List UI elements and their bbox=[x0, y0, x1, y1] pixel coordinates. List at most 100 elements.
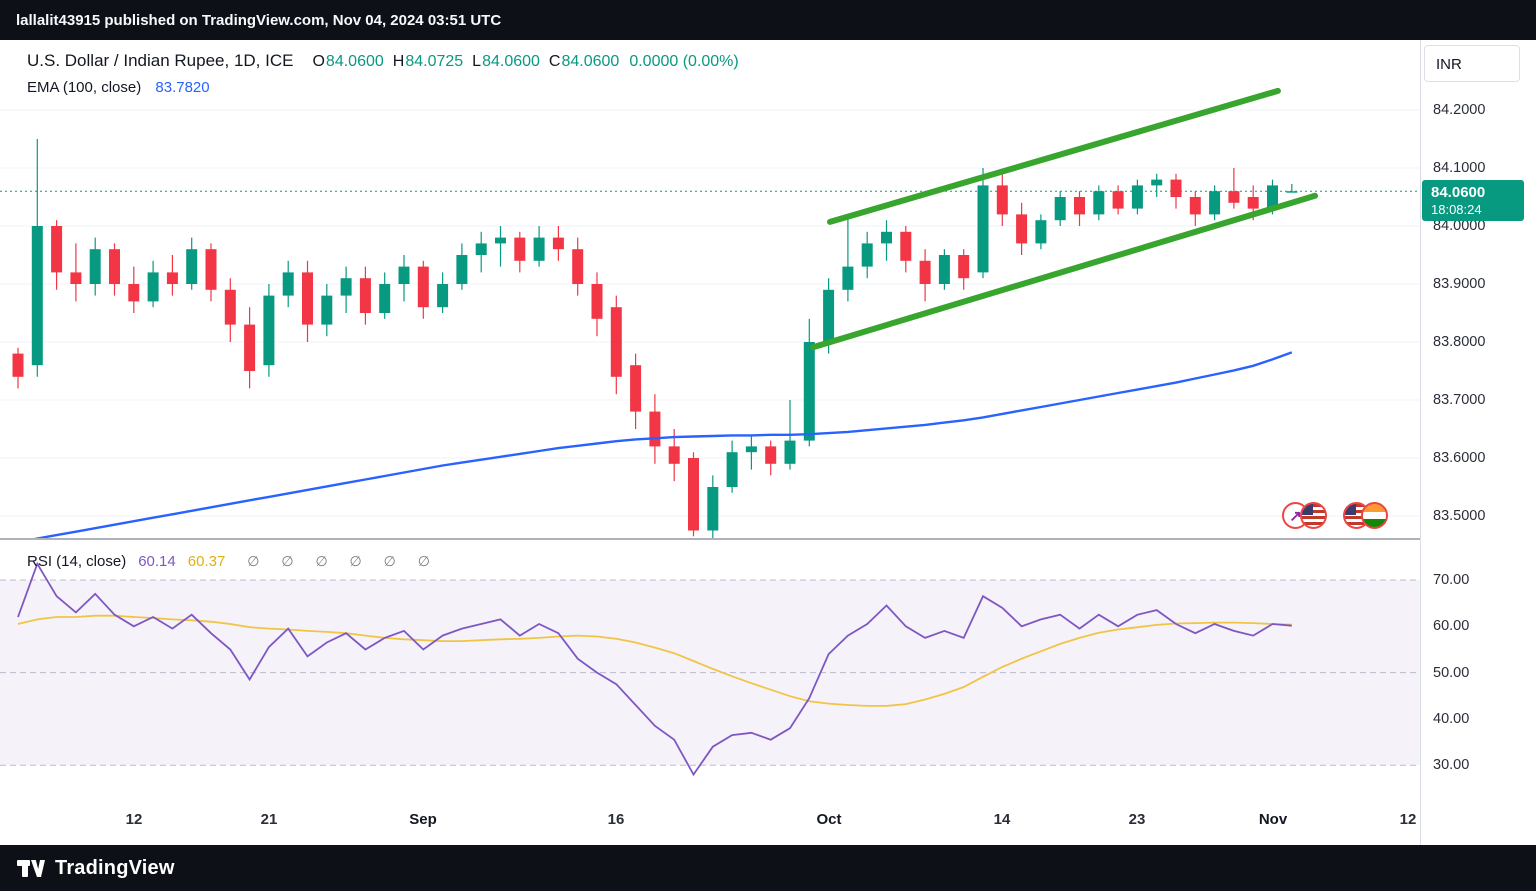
time-axis-label: 12 bbox=[1399, 811, 1417, 828]
rsi-legend-row: RSI (14, close) 60.14 60.37 ∅ ∅ ∅ ∅ ∅ ∅ bbox=[27, 553, 439, 570]
candle bbox=[996, 173, 1008, 226]
candle bbox=[707, 475, 719, 540]
currency-button[interactable]: INR bbox=[1424, 45, 1520, 82]
candle bbox=[89, 237, 101, 296]
low-label: L bbox=[472, 53, 482, 70]
symbol-header: U.S. Dollar / Indian Rupee, 1D, ICE O 84… bbox=[27, 51, 739, 96]
candle bbox=[1228, 168, 1240, 209]
candle bbox=[1170, 173, 1182, 209]
price-scale-axis[interactable]: INR 84.2000 84.1000 84.0000 83.9000 83.8000 8… bbox=[1420, 40, 1536, 845]
candle bbox=[861, 231, 873, 279]
tradingview-brand-text[interactable]: TradingView bbox=[55, 856, 175, 879]
candle bbox=[205, 243, 217, 302]
candle bbox=[977, 168, 989, 279]
pane-separator[interactable] bbox=[0, 538, 1536, 540]
ema-legend-label[interactable]: EMA (100, close) bbox=[27, 79, 142, 96]
tradingview-logo-icon[interactable] bbox=[16, 853, 46, 883]
price-scale-label: 84.0000 bbox=[1433, 218, 1486, 234]
rsi-ma-line[interactable] bbox=[17, 614, 1292, 707]
time-axis-label: Nov bbox=[1258, 811, 1288, 828]
candle bbox=[31, 139, 43, 377]
candle bbox=[1093, 185, 1105, 221]
time-axis-label: 12 bbox=[125, 811, 143, 828]
attribution-text: lallalit43915 published on TradingView.c… bbox=[16, 11, 502, 29]
candle bbox=[263, 284, 275, 377]
candle bbox=[1189, 191, 1201, 226]
candle bbox=[379, 272, 391, 319]
rsi-pane-chart[interactable] bbox=[0, 540, 1420, 800]
channel-upper-line[interactable] bbox=[827, 87, 1281, 225]
candle bbox=[688, 452, 699, 537]
candle bbox=[12, 347, 24, 389]
time-axis[interactable]: 12 21 Sep 16 Oct 14 23 Nov 12 bbox=[0, 800, 1420, 845]
candle bbox=[1209, 185, 1221, 221]
candle bbox=[649, 394, 661, 464]
candle bbox=[1074, 191, 1085, 226]
candle bbox=[745, 434, 757, 470]
time-axis-label: 21 bbox=[260, 811, 278, 828]
rsi-ma-value: 60.37 bbox=[187, 553, 226, 570]
candle bbox=[1016, 202, 1028, 255]
candle bbox=[109, 243, 120, 296]
close-value: 84.0600 bbox=[561, 53, 620, 70]
candle bbox=[881, 220, 892, 261]
candle bbox=[302, 260, 313, 342]
symbol-title[interactable]: U.S. Dollar / Indian Rupee, 1D, ICE bbox=[27, 51, 294, 70]
price-scale-label: 84.1000 bbox=[1433, 160, 1486, 176]
open-label: O bbox=[312, 53, 325, 70]
candle bbox=[591, 272, 603, 337]
price-pane-chart[interactable] bbox=[0, 40, 1420, 540]
symbol-logo-bolt-us: ↗ bbox=[1282, 502, 1327, 529]
price-scale-label: 83.9000 bbox=[1433, 276, 1486, 292]
price-scale-label: 84.2000 bbox=[1433, 102, 1486, 118]
price-scale-label: 83.8000 bbox=[1433, 334, 1486, 350]
rsi-legend-label[interactable]: RSI (14, close) bbox=[27, 553, 127, 570]
open-value: 84.0600 bbox=[325, 53, 384, 70]
candle bbox=[456, 243, 468, 290]
candle bbox=[552, 226, 564, 261]
close-label: C bbox=[548, 53, 561, 70]
instrument-logos: ↗ bbox=[1282, 502, 1388, 529]
candle bbox=[398, 255, 410, 302]
rsi-scale-label: 50.00 bbox=[1433, 665, 1470, 681]
candle bbox=[533, 226, 545, 267]
low-value: 84.0600 bbox=[482, 53, 540, 70]
channel-lower-line[interactable] bbox=[810, 192, 1318, 351]
price-scale-label: 83.7000 bbox=[1433, 392, 1486, 408]
attribution-bar: lallalit43915 published on TradingView.c… bbox=[0, 0, 1536, 40]
candle bbox=[1054, 191, 1066, 226]
us-flag-icon bbox=[1300, 502, 1327, 529]
time-axis-label: 14 bbox=[993, 811, 1011, 828]
rsi-value: 60.14 bbox=[138, 553, 176, 570]
symbol-title-row: U.S. Dollar / Indian Rupee, 1D, ICE O 84… bbox=[27, 51, 739, 71]
ema-line[interactable] bbox=[18, 351, 1293, 540]
price-scale-label: 83.5000 bbox=[1433, 508, 1486, 524]
candle bbox=[224, 278, 236, 342]
candle bbox=[359, 266, 371, 325]
candle bbox=[321, 284, 333, 337]
candle bbox=[417, 260, 429, 319]
last-price-value: 84.0600 bbox=[1431, 184, 1486, 201]
candle bbox=[572, 237, 584, 296]
chart-area: U.S. Dollar / Indian Rupee, 1D, ICE O 84… bbox=[0, 40, 1536, 845]
candle bbox=[765, 440, 777, 476]
candle bbox=[475, 231, 487, 273]
candle bbox=[282, 260, 294, 308]
change-value: 0.0000 (0.00%) bbox=[629, 53, 739, 70]
symbol-logo-usd-inr bbox=[1343, 502, 1388, 529]
candle bbox=[610, 295, 622, 395]
candle bbox=[938, 249, 950, 290]
high-value: 84.0725 bbox=[405, 53, 464, 70]
candle bbox=[842, 214, 854, 302]
candle bbox=[166, 255, 178, 296]
candle bbox=[514, 231, 526, 273]
candle bbox=[186, 237, 198, 290]
rsi-line[interactable] bbox=[17, 561, 1292, 777]
candle bbox=[900, 226, 912, 273]
price-scale-label: 83.6000 bbox=[1433, 450, 1486, 466]
high-label: H bbox=[392, 53, 405, 70]
candle bbox=[437, 272, 449, 313]
candle bbox=[340, 266, 352, 313]
bar-countdown: 18:08:24 bbox=[1431, 202, 1482, 217]
india-flag-icon bbox=[1361, 502, 1388, 529]
